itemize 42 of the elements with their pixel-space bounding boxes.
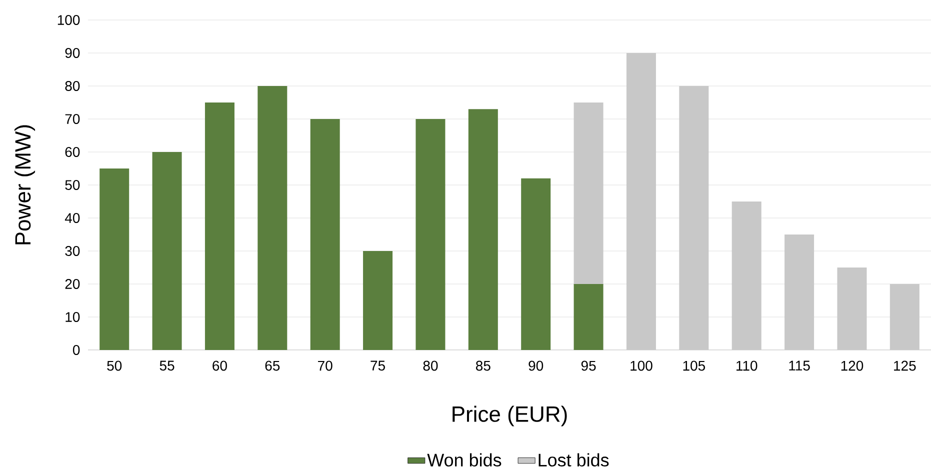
x-tick-label: 100 bbox=[630, 360, 652, 371]
y-tick-label: 60 bbox=[65, 147, 80, 157]
x-tick-label: 90 bbox=[528, 360, 544, 371]
y-tick-label: 80 bbox=[65, 81, 80, 91]
legend-label: Lost bids bbox=[538, 453, 609, 466]
x-tick-label: 80 bbox=[423, 360, 438, 371]
y-tick-label: 90 bbox=[65, 48, 80, 58]
y-tick-label: 50 bbox=[65, 180, 80, 190]
x-tick-label: 120 bbox=[841, 360, 864, 371]
x-axis-title: Price (EUR) bbox=[452, 406, 567, 426]
x-tick-label: 50 bbox=[107, 360, 122, 371]
x-tick-label: 95 bbox=[581, 360, 596, 371]
bar bbox=[204, 102, 234, 350]
x-tick-label: 70 bbox=[318, 360, 332, 371]
bar bbox=[310, 119, 340, 350]
bar bbox=[152, 152, 182, 350]
y-tick-label: 10 bbox=[66, 312, 80, 322]
x-tick-label: 75 bbox=[370, 360, 385, 371]
legend-label: Won bids bbox=[427, 453, 502, 466]
y-tick-label: 20 bbox=[65, 279, 80, 289]
y-tick-label: 70 bbox=[65, 114, 80, 124]
x-tick-label: 115 bbox=[789, 360, 810, 371]
x-tick-label: 125 bbox=[894, 360, 916, 371]
y-axis-title: Power (MW) bbox=[14, 125, 36, 244]
x-tick-label: 55 bbox=[160, 360, 174, 371]
bar bbox=[574, 102, 604, 284]
bar bbox=[574, 284, 604, 350]
x-tick-label: 60 bbox=[212, 360, 227, 371]
y-tick-label: 40 bbox=[64, 213, 80, 223]
bar bbox=[258, 86, 288, 350]
x-tick-label: 105 bbox=[683, 360, 705, 371]
y-tick-label: 30 bbox=[65, 246, 80, 256]
bar bbox=[363, 251, 393, 350]
x-tick-label: 110 bbox=[736, 360, 758, 371]
y-tick-label: 0 bbox=[72, 345, 80, 355]
bar bbox=[100, 168, 130, 350]
bar bbox=[521, 178, 551, 350]
bar bbox=[416, 119, 446, 350]
y-tick-label: 100 bbox=[58, 15, 80, 25]
x-tick-label: 85 bbox=[476, 360, 490, 371]
bar bbox=[468, 109, 498, 350]
x-tick-label: 65 bbox=[265, 360, 280, 371]
